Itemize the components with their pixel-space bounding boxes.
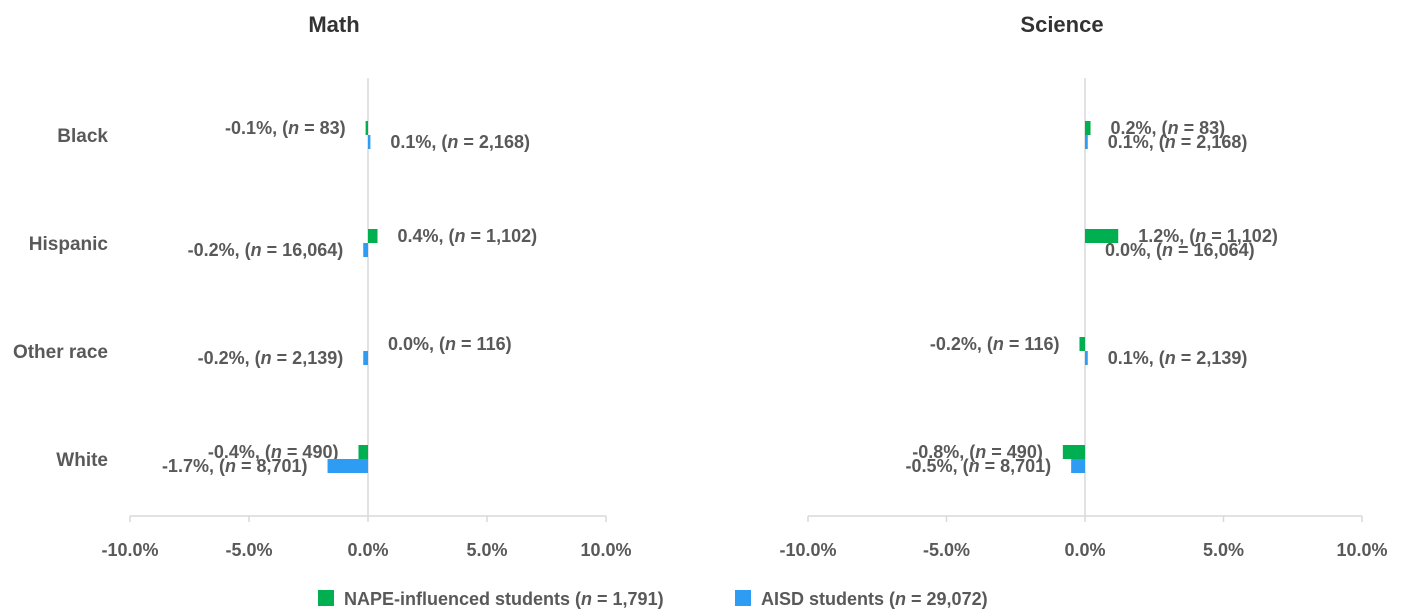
bar-nape-hispanic [1085,229,1119,243]
chart-title: Science [1020,12,1103,37]
data-label-aisd-black: 0.1%, (n = 2,168) [1108,132,1248,152]
data-label-aisd-other-race: -0.2%, (n = 2,139) [198,348,344,368]
data-label-nape-black: -0.1%, (n = 83) [225,118,346,138]
data-label-nape-other-race: -0.2%, (n = 116) [930,334,1060,354]
chart-title: Math [308,12,359,37]
bar-nape-hispanic [368,229,378,243]
math-panel: Math -10.0% -5.0% 0.0% 5.0% 10.0% Black Hispani… [13,12,632,560]
bar-nape-black [1085,121,1091,135]
data-label-aisd-black: 0.1%, (n = 2,168) [390,132,530,152]
legend-swatch-aisd [735,590,751,606]
x-tick-label: -10.0% [779,540,836,560]
category-label-white: White [56,450,108,471]
bar-nape-other-race [1079,337,1085,351]
x-tick-label: -10.0% [101,540,158,560]
x-tick-label: 5.0% [466,540,507,560]
bar-aisd-other-race [363,351,368,365]
category-label-hispanic: Hispanic [29,234,109,255]
data-label-aisd-other-race: 0.1%, (n = 2,139) [1108,348,1248,368]
x-tick-label: 0.0% [347,540,388,560]
bar-nape-white [1062,445,1085,459]
data-label-aisd-hispanic: -0.2%, (n = 16,064) [188,240,344,260]
bar-aisd-black [1085,135,1088,149]
bar-nape-black [365,121,368,135]
science-panel: Science -10.0% -5.0% 0.0% 5.0% 10.0% 0.2%, (n … [779,12,1387,560]
data-label-aisd-white: -1.7%, (n = 8,701) [162,456,308,476]
bar-aisd-white [327,459,368,473]
bar-aisd-white [1071,459,1085,473]
data-label-nape-black: 0.2%, (n = 83) [1111,118,1226,138]
x-tick-label: -5.0% [923,540,970,560]
data-label-aisd-white: -0.5%, (n = 8,701) [906,456,1052,476]
legend: NAPE-influenced students (n = 1,791) AISD… [318,589,988,609]
legend-swatch-nape [318,590,334,606]
data-label-nape-hispanic: 1.2%, (n = 1,102) [1138,226,1278,246]
legend-label-nape: NAPE-influenced students (n = 1,791) [344,589,664,609]
category-label-black: Black [57,126,108,147]
bar-aisd-hispanic [363,243,368,257]
bar-aisd-other-race [1085,351,1088,365]
data-label-nape-white: -0.4%, (n = 490) [208,442,339,462]
x-tick-label: -5.0% [225,540,272,560]
x-tick-label: 0.0% [1064,540,1105,560]
data-label-aisd-hispanic: 0.0%, (n = 16,064) [1105,240,1255,260]
data-label-nape-white: -0.8%, (n = 490) [912,442,1043,462]
x-tick-label: 10.0% [1336,540,1387,560]
x-tick-label: 10.0% [580,540,631,560]
category-label-other-race: Other race [13,342,108,363]
bar-aisd-black [368,135,371,149]
data-label-nape-other-race: 0.0%, (n = 116) [388,334,512,354]
x-tick-label: 5.0% [1203,540,1244,560]
legend-label-aisd: AISD students (n = 29,072) [761,589,988,609]
bar-nape-white [358,445,368,459]
data-label-nape-hispanic: 0.4%, (n = 1,102) [398,226,538,246]
